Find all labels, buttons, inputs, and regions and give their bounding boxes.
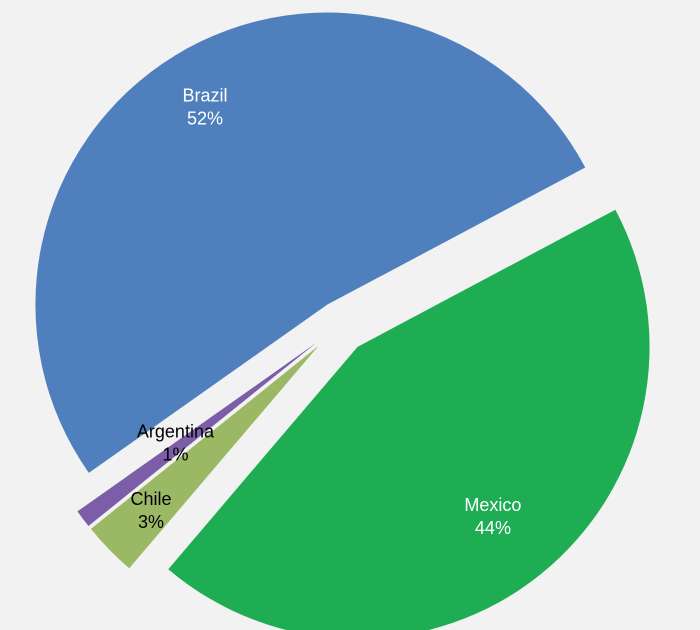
slice-value-mexico: 44% <box>475 518 511 538</box>
slice-value-chile: 3% <box>138 512 164 532</box>
slice-label-brazil: Brazil <box>183 86 228 106</box>
slice-value-argentina: 1% <box>162 444 188 464</box>
pie-labels: Mexico 44% Chile 3% Argentina 1% Brazil 52% <box>131 86 522 539</box>
slice-value-brazil: 52% <box>187 109 223 129</box>
pie-slice-mexico <box>168 209 650 630</box>
slice-label-chile: Chile <box>131 489 172 509</box>
slice-label-argentina: Argentina <box>137 421 215 441</box>
slice-label-mexico: Mexico <box>464 495 521 515</box>
pie-slice-argentina <box>77 343 317 527</box>
pie-slices <box>35 12 650 630</box>
pie-slice-brazil <box>35 12 586 473</box>
pie-slice-chile <box>90 345 319 569</box>
